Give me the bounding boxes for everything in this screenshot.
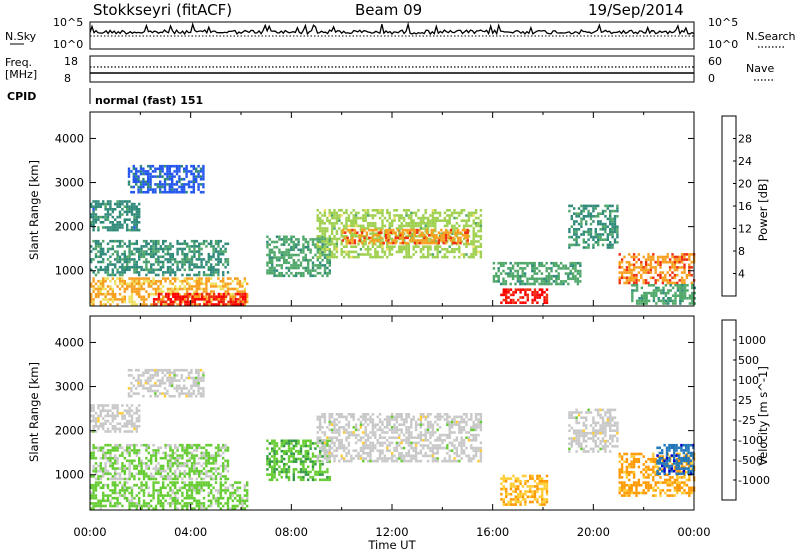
data-region-0 [90, 481, 249, 510]
data-region-10 [568, 204, 619, 249]
colorbar-tick-label-4: 12 [738, 223, 752, 236]
ytick-label-1: 3000 [55, 176, 84, 190]
velocity-heatmap [90, 368, 696, 510]
colorbar-tick-label-0: 28 [738, 133, 752, 146]
ytick-label-2: 2000 [55, 424, 84, 438]
data-region-2 [90, 200, 141, 232]
nsearch-tick-top: 10^5 [708, 16, 738, 29]
nsky-tick-top: 10^5 [53, 16, 83, 29]
nave-label: Nave [746, 62, 774, 75]
power-colorbar-label: Power [dB] [756, 179, 770, 242]
time-axis: 00:00 04:00 08:00 12:00 16:00 20:00 00:00 [73, 525, 710, 539]
colorbar-tick-label-2: 20 [738, 178, 752, 191]
nsky-trace [89, 21, 695, 37]
data-region-3 [127, 164, 205, 194]
data-region-3 [90, 443, 230, 481]
time-tick-label-0: 00:00 [73, 525, 106, 539]
nsearch-label: N.Search [746, 30, 796, 43]
colorbar-tick-label-5: 8 [738, 245, 745, 258]
colorbar-tick-label-4: -25 [738, 414, 756, 427]
data-region-4 [90, 239, 230, 277]
velocity-axes: 4000 3000 2000 1000 [55, 316, 695, 510]
ytick-label-0: 4000 [55, 335, 84, 349]
data-region-6 [500, 474, 549, 506]
data-region-1 [90, 404, 141, 433]
time-tick-label-1: 04:00 [174, 525, 207, 539]
data-region-9 [492, 261, 582, 286]
freq-tick-bottom: 8 [64, 72, 71, 85]
power-ylabel: Slant Range [km] [27, 160, 41, 260]
ytick-label-1: 3000 [55, 380, 84, 394]
time-tick-label-3: 12:00 [375, 525, 408, 539]
velocity-colorbar: 1000 500 100 25 -25 -100 -500 -1000 [721, 319, 770, 501]
cpid-value: normal (fast) 151 [95, 94, 203, 107]
data-region-5 [266, 235, 331, 278]
velocity-ylabel: Slant Range [km] [27, 362, 41, 462]
data-region-7 [568, 408, 619, 453]
nsky-label: N.Sky [5, 30, 37, 43]
colorbar-tick-label-1: 500 [738, 354, 759, 367]
nave-tick-top: 60 [708, 55, 722, 68]
data-region-9 [656, 443, 695, 476]
data-region-1 [152, 292, 247, 306]
power-panel-frame [89, 111, 695, 307]
colorbar-tick-label-6: -500 [738, 454, 763, 467]
colorbar-tick-label-3: 25 [738, 394, 752, 407]
power-colorbar: 28 24 20 16 12 8 4 [721, 115, 752, 297]
time-tick-label-4: 16:00 [476, 525, 509, 539]
power-axes: 4000 3000 2000 1000 [55, 112, 695, 306]
ytick-label-2: 2000 [55, 220, 84, 234]
velocity-colorbar-label: Velocity [m s^-1] [756, 366, 770, 466]
colorbar-tick-label-3: 16 [738, 200, 752, 213]
colorbar-tick-label-0: 1000 [738, 334, 766, 347]
freq-unit: [MHz] [5, 68, 37, 81]
colorbar-tick-label-7: -1000 [738, 474, 770, 487]
time-tick-label-6: 00:00 [677, 525, 710, 539]
colorbar-frame [721, 319, 737, 501]
nave-tick-bottom: 0 [708, 72, 715, 85]
nsearch-tick-bottom: 10^0 [708, 38, 738, 51]
nsky-tick-bottom: 10^0 [53, 38, 83, 51]
data-region-0 [90, 277, 249, 306]
data-region-2 [127, 368, 205, 398]
time-tick-label-2: 08:00 [275, 525, 308, 539]
colorbar-tick-label-5: -100 [738, 434, 763, 447]
colorbar-tick-label-6: 4 [738, 268, 745, 281]
beam-title: Beam 09 [355, 1, 422, 19]
ytick-label-3: 1000 [55, 468, 84, 482]
time-axis-label: Time UT [367, 538, 416, 552]
data-region-12 [631, 284, 696, 305]
freq-label: Freq. [5, 56, 32, 69]
station-title: Stokkseyri (fitACF) [93, 1, 232, 19]
cpid-label: CPID [7, 90, 36, 103]
freq-tick-top: 18 [64, 55, 78, 68]
data-region-11 [618, 253, 696, 285]
data-region-7 [341, 228, 469, 245]
data-region-4 [266, 439, 331, 482]
data-region-5 [316, 413, 483, 463]
time-tick-label-5: 20:00 [577, 525, 610, 539]
colorbar-tick-label-1: 24 [738, 155, 752, 168]
date-title: 19/Sep/2014 [588, 1, 684, 19]
power-heatmap [90, 164, 696, 306]
ytick-label-0: 4000 [55, 131, 84, 145]
colorbar-tick-label-2: 100 [738, 374, 759, 387]
ytick-label-3: 1000 [55, 264, 84, 278]
data-region-8 [500, 288, 549, 304]
freq-strip-frame [89, 55, 695, 83]
